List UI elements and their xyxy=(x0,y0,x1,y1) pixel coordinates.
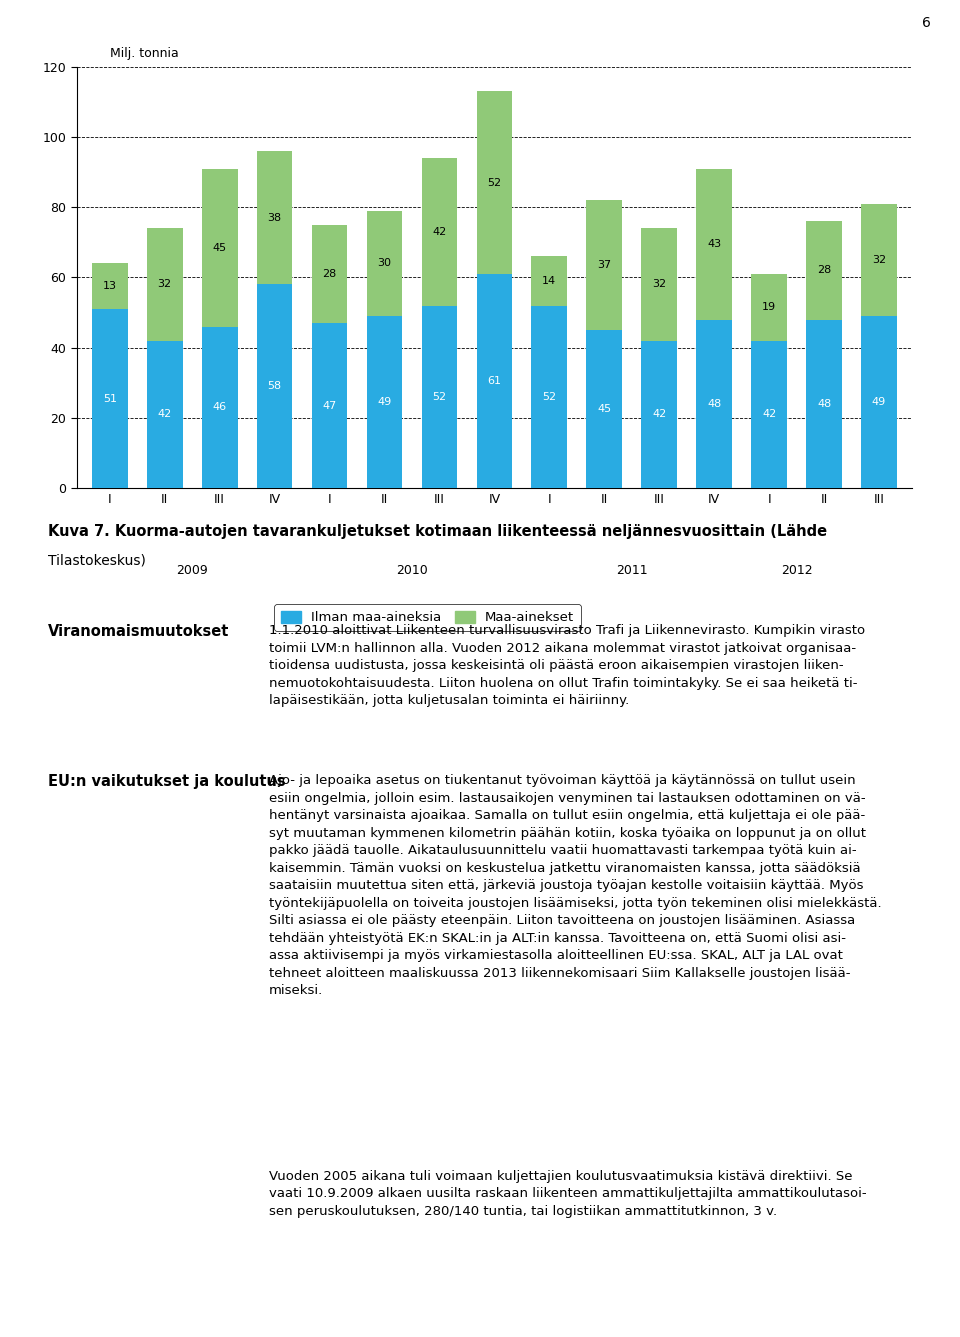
Text: 32: 32 xyxy=(652,279,666,289)
Text: Kuva 7. Kuorma-autojen tavarankuljetukset kotimaan liikenteessä neljännesvuositt: Kuva 7. Kuorma-autojen tavarankuljetukse… xyxy=(48,524,828,539)
Text: EU:n vaikutukset ja koulutus: EU:n vaikutukset ja koulutus xyxy=(48,774,286,789)
Bar xyxy=(587,330,622,488)
Bar xyxy=(696,320,732,488)
Bar xyxy=(256,285,293,488)
Bar xyxy=(476,91,513,274)
Bar xyxy=(421,306,457,488)
Bar xyxy=(202,168,237,326)
Text: 51: 51 xyxy=(103,393,117,404)
Text: 43: 43 xyxy=(708,239,721,249)
Text: 37: 37 xyxy=(597,261,612,270)
Text: 32: 32 xyxy=(872,255,886,265)
Text: 2012: 2012 xyxy=(780,564,812,576)
Text: 52: 52 xyxy=(432,392,446,401)
Text: 6: 6 xyxy=(923,16,931,29)
Text: 2009: 2009 xyxy=(177,564,208,576)
Text: Viranomaismuutokset: Viranomaismuutokset xyxy=(48,624,229,639)
Legend: Ilman maa-aineksia, Maa-ainekset: Ilman maa-aineksia, Maa-ainekset xyxy=(275,604,581,631)
Bar xyxy=(256,151,293,285)
Text: 2010: 2010 xyxy=(396,564,428,576)
Text: 42: 42 xyxy=(157,409,172,420)
Bar xyxy=(861,203,897,316)
Bar xyxy=(641,229,677,341)
Text: 42: 42 xyxy=(762,409,777,420)
Text: 2011: 2011 xyxy=(616,564,648,576)
Text: 28: 28 xyxy=(817,266,831,275)
Bar xyxy=(532,257,567,306)
Bar xyxy=(806,222,842,320)
Text: 61: 61 xyxy=(488,376,501,386)
Text: Vuoden 2005 aikana tuli voimaan kuljettajien koulutusvaatimuksia kistävä direkti: Vuoden 2005 aikana tuli voimaan kuljetta… xyxy=(269,1170,867,1218)
Bar xyxy=(92,309,128,488)
Bar xyxy=(752,341,787,488)
Bar xyxy=(861,316,897,488)
Text: Milj. tonnia: Milj. tonnia xyxy=(109,47,179,60)
Bar xyxy=(202,326,237,488)
Text: Tilastokeskus): Tilastokeskus) xyxy=(48,554,146,567)
Bar xyxy=(312,324,348,488)
Bar xyxy=(696,168,732,320)
Text: 14: 14 xyxy=(542,275,557,286)
Text: 30: 30 xyxy=(377,258,392,269)
Text: 49: 49 xyxy=(872,397,886,406)
Bar xyxy=(312,225,348,324)
Text: 52: 52 xyxy=(488,178,501,187)
Text: 48: 48 xyxy=(817,398,831,409)
Text: 32: 32 xyxy=(157,279,172,289)
Text: 49: 49 xyxy=(377,397,392,406)
Bar xyxy=(806,320,842,488)
Bar xyxy=(641,341,677,488)
Bar xyxy=(752,274,787,341)
Text: 42: 42 xyxy=(652,409,666,420)
Text: Ajo- ja lepoaika asetus on tiukentanut työvoiman käyttöä ja käytännössä on tullu: Ajo- ja lepoaika asetus on tiukentanut t… xyxy=(269,774,881,997)
Bar xyxy=(147,341,182,488)
Bar xyxy=(147,229,182,341)
Bar xyxy=(532,306,567,488)
Text: 13: 13 xyxy=(103,281,117,291)
Text: 19: 19 xyxy=(762,302,777,313)
Text: 45: 45 xyxy=(212,242,227,253)
Text: 28: 28 xyxy=(323,269,337,279)
Text: 47: 47 xyxy=(323,401,337,410)
Text: 46: 46 xyxy=(212,402,227,412)
Text: 48: 48 xyxy=(708,398,721,409)
Bar xyxy=(476,274,513,488)
Bar xyxy=(421,158,457,306)
Bar xyxy=(367,316,402,488)
Text: 58: 58 xyxy=(268,381,281,392)
Bar xyxy=(92,263,128,309)
Text: 52: 52 xyxy=(542,392,557,401)
Bar xyxy=(587,201,622,330)
Text: 42: 42 xyxy=(432,227,446,237)
Text: 1.1.2010 aloittivat Liikenteen turvallisuusvirasto Trafi ja Liikennevirasto. Kum: 1.1.2010 aloittivat Liikenteen turvallis… xyxy=(269,624,865,707)
Bar xyxy=(367,211,402,316)
Text: 45: 45 xyxy=(597,404,612,414)
Text: 38: 38 xyxy=(268,213,281,223)
